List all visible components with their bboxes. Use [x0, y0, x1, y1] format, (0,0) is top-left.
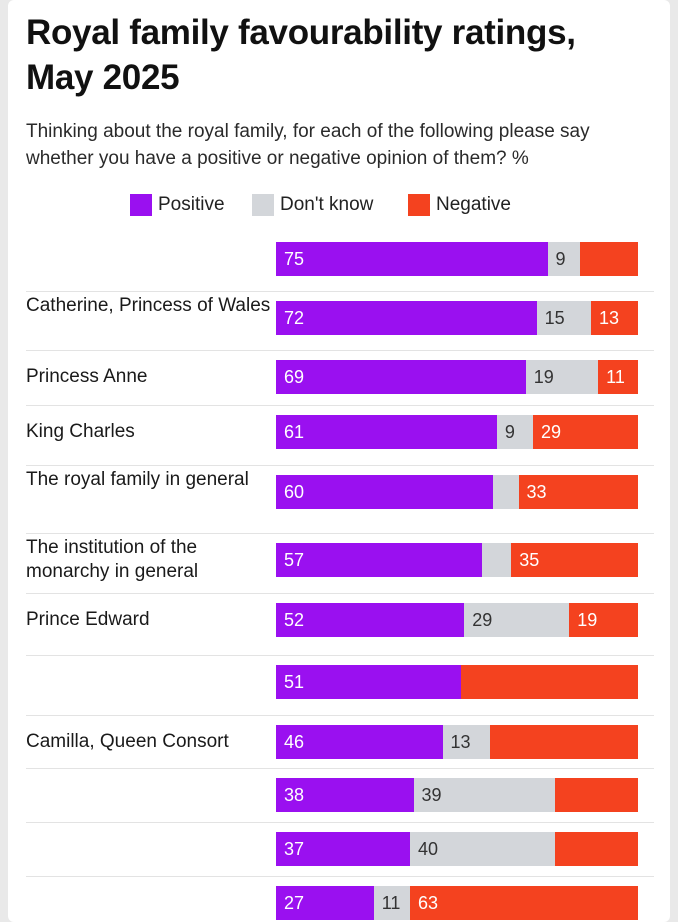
row-divider	[26, 405, 654, 406]
bar-negative	[598, 360, 638, 394]
bar-dont-know	[442, 725, 490, 759]
data-label-dont-know: 39	[421, 785, 442, 805]
row-divider	[26, 655, 654, 656]
bar-negative	[554, 832, 638, 866]
bar-dont-know	[409, 832, 555, 866]
data-label-dont-know: 11	[381, 893, 401, 913]
row-divider	[26, 465, 654, 466]
row-divider	[26, 533, 654, 534]
chart-rows: 75 9 Catherine, Princess of Wales 72 15 13 Pri…	[8, 0, 670, 922]
data-label-positive: 60	[284, 482, 305, 502]
bar-positive	[276, 832, 410, 866]
bar-dont-know	[464, 603, 570, 637]
data-label-negative: 33	[526, 482, 547, 502]
bar-positive	[276, 886, 374, 920]
bar-negative	[518, 475, 638, 509]
legend-label-negative: Negative	[436, 194, 511, 215]
bar-positive	[276, 725, 443, 759]
data-label-dont-know: 40	[417, 839, 438, 859]
category-label: The institution of the monarchy in gener…	[26, 537, 199, 582]
row-divider	[26, 768, 654, 769]
data-label-dont-know: 15	[544, 308, 565, 328]
row-divider	[26, 593, 654, 594]
bar-positive	[276, 360, 526, 394]
bar-negative	[460, 665, 638, 699]
data-label-negative: 11	[606, 367, 625, 387]
legend: Positive Don't know Negative	[8, 192, 670, 220]
bar-negative	[409, 886, 638, 920]
legend-swatch-dont-know	[252, 194, 274, 216]
chart-card: Royal family favourability ratings, May …	[8, 0, 670, 922]
bar-dont-know	[525, 360, 599, 394]
bar-dont-know	[547, 242, 581, 276]
bar-positive	[276, 665, 461, 699]
bar-dont-know	[536, 301, 591, 335]
data-label-positive: 52	[284, 610, 305, 630]
bar-dont-know	[482, 543, 512, 577]
data-label-negative: 35	[519, 550, 540, 570]
bar-dont-know	[496, 415, 533, 449]
bar-negative	[511, 543, 638, 577]
data-label-negative: 13	[598, 308, 619, 328]
bar-negative	[533, 415, 638, 449]
bar-dont-know	[373, 886, 410, 920]
bar-negative	[489, 725, 638, 759]
data-label-positive: 51	[284, 672, 305, 692]
data-label-positive: 72	[284, 308, 305, 328]
legend-label-dont-know: Don't know	[280, 194, 374, 215]
bar-positive	[276, 778, 414, 812]
legend-label-positive: Positive	[158, 194, 225, 215]
data-label-negative: 29	[541, 422, 562, 442]
data-label-negative: 63	[417, 893, 438, 913]
data-label-dont-know: 29	[472, 610, 493, 630]
row-divider	[26, 350, 654, 351]
data-label-positive: 37	[284, 839, 305, 859]
bar-negative	[580, 242, 638, 276]
data-label-positive: 75	[284, 249, 305, 269]
row-divider	[26, 822, 654, 823]
row-divider	[26, 715, 654, 716]
bar-positive	[276, 475, 494, 509]
row-divider	[26, 291, 654, 292]
bar-positive	[276, 242, 548, 276]
data-label-dont-know: 19	[533, 367, 554, 387]
chart-subtitle: Thinking about the royal family, for eac…	[26, 121, 590, 169]
data-label-positive: 57	[284, 550, 305, 570]
category-label: Catherine, Princess of Wales	[26, 295, 271, 316]
data-label-positive: 69	[284, 367, 305, 387]
bar-negative	[590, 301, 638, 335]
row-divider	[26, 876, 654, 877]
data-label-positive: 38	[284, 785, 305, 805]
category-label: King Charles	[26, 421, 135, 442]
bar-dont-know	[493, 475, 519, 509]
bar-positive	[276, 543, 483, 577]
data-label-dont-know: 13	[450, 732, 471, 752]
data-label-dont-know: 9	[555, 249, 566, 269]
data-label-positive: 27	[284, 893, 305, 913]
data-label-dont-know: 9	[504, 422, 515, 442]
bar-positive	[276, 415, 497, 449]
chart-title: Royal family favourability ratings, May …	[26, 13, 576, 97]
bar-negative	[554, 778, 638, 812]
bar-positive	[276, 301, 537, 335]
legend-swatch-negative	[408, 194, 430, 216]
bar-positive	[276, 603, 465, 637]
bar-dont-know	[413, 778, 555, 812]
category-label: Camilla, Queen Consort	[26, 731, 229, 752]
data-label-positive: 61	[284, 422, 305, 442]
bar-negative	[569, 603, 638, 637]
data-label-negative: 19	[577, 610, 598, 630]
category-label: Prince Edward	[26, 609, 150, 630]
category-label: Princess Anne	[26, 366, 148, 387]
category-label: The royal family in general	[26, 469, 249, 490]
data-label-positive: 46	[284, 732, 305, 752]
legend-swatch-positive	[130, 194, 152, 216]
